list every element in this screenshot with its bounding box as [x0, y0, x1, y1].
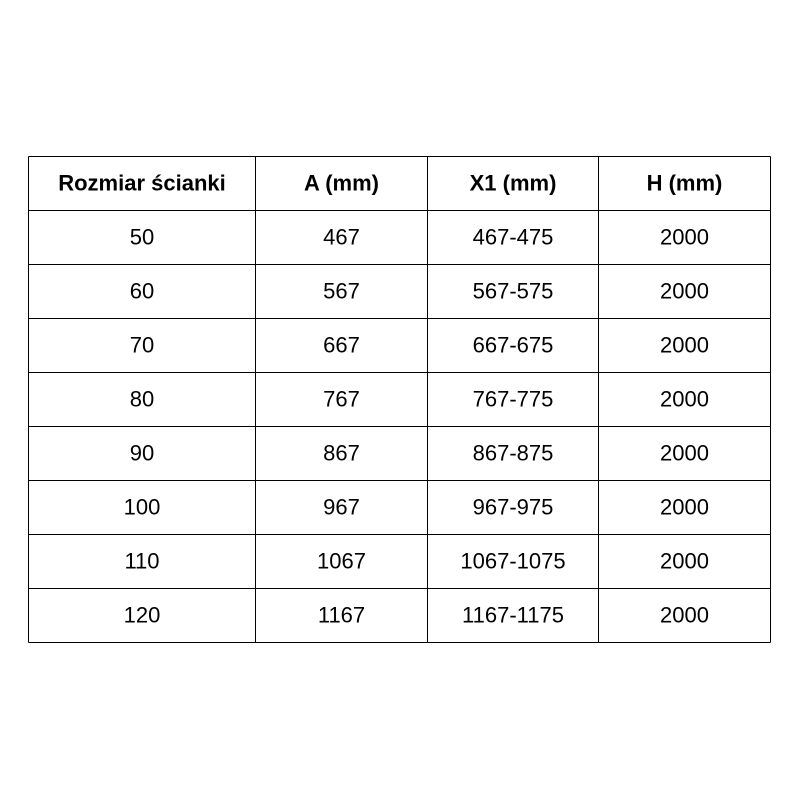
header-cell: A (mm)	[304, 170, 379, 195]
table-cell: 90	[130, 440, 154, 465]
table-cell: 2000	[660, 224, 709, 249]
table-cell: 567-575	[473, 278, 554, 303]
table-cell: 2000	[660, 440, 709, 465]
table-cell: 867	[323, 440, 360, 465]
table-cell: 867-875	[473, 440, 554, 465]
table-cell: 100	[124, 494, 161, 519]
table-cell: 1067	[317, 548, 366, 573]
table-cell: 110	[124, 548, 159, 573]
table-cell: 1067-1075	[460, 548, 565, 573]
table-cell: 2000	[660, 278, 709, 303]
header-cell: X1 (mm)	[470, 170, 557, 195]
table-cell: 467	[323, 224, 360, 249]
table-cell: 60	[130, 278, 154, 303]
table-cell: 767-775	[473, 386, 554, 411]
table-cell: 120	[124, 602, 161, 627]
header-cell: Rozmiar ścianki	[58, 170, 226, 195]
table-cell: 1167	[318, 602, 365, 627]
table-cell: 667-675	[473, 332, 554, 357]
table-cell: 967-975	[473, 494, 554, 519]
table-cell: 2000	[660, 332, 709, 357]
table-cell: 667	[323, 332, 360, 357]
table-cell: 50	[130, 224, 154, 249]
table-cell: 80	[130, 386, 154, 411]
table-cell: 2000	[660, 602, 709, 627]
table-cell: 467-475	[473, 224, 554, 249]
table-cell: 767	[323, 386, 360, 411]
header-cell: H (mm)	[647, 170, 723, 195]
table-cell: 70	[130, 332, 154, 357]
table-cell: 2000	[660, 548, 709, 573]
table-cell: 2000	[660, 386, 709, 411]
table-cell: 567	[323, 278, 360, 303]
table-cell: 967	[323, 494, 360, 519]
table-cell: 2000	[660, 494, 709, 519]
table-cell: 1167-1175	[462, 602, 564, 627]
